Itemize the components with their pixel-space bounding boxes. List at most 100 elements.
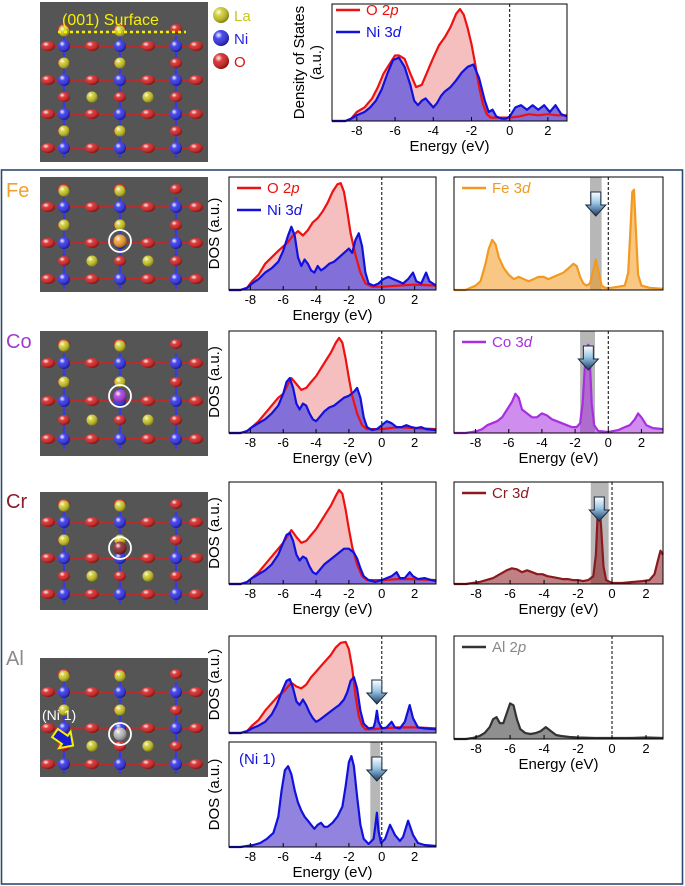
x-tick-label: 0 — [378, 292, 385, 307]
x-tick-label: 0 — [608, 741, 615, 756]
lattice-fe — [41, 184, 203, 289]
arrow-down-icon — [365, 756, 388, 782]
series-overlay-ni3d — [229, 378, 436, 433]
x-tick-label: -6 — [504, 586, 516, 601]
x-tick-label: 0 — [378, 849, 385, 864]
x-axis-label: Energy (eV) — [409, 138, 489, 155]
lattice-al — [41, 669, 203, 774]
series-line-co — [454, 343, 664, 435]
dopant-marker-ring — [108, 536, 132, 560]
structure-panel-cr — [40, 492, 208, 610]
chart-cr-dopant: -8 -6 -4 -2 0 2 Energy (eV) Cr 3d — [453, 481, 664, 618]
y-axis-label: DOS (a.u.) — [206, 649, 223, 721]
legend-label: O 2p — [366, 2, 399, 19]
lattice-cr — [41, 499, 203, 604]
x-tick-label: -2 — [343, 849, 355, 864]
x-tick-label: -6 — [277, 586, 289, 601]
lattice-co — [41, 339, 203, 449]
x-tick-label: 0 — [378, 586, 385, 601]
plot-frame — [453, 481, 664, 585]
x-tick-label: 0 — [378, 435, 385, 450]
ni1-tag: (Ni 1) — [42, 707, 76, 723]
y-axis-label: DOS (a.u.) — [206, 759, 223, 831]
x-tick-label: -8 — [245, 292, 257, 307]
x-tick-label: -6 — [503, 435, 515, 450]
x-tick-label: -4 — [427, 123, 439, 138]
x-tick-label: -8 — [245, 586, 257, 601]
x-axis-label: Energy (eV) — [292, 307, 372, 324]
plot-frame — [453, 176, 664, 291]
x-tick-label: 2 — [411, 849, 418, 864]
chart-co-onsite: -8 -6 -4 -2 0 2 Energy (eV) DOS (a.u.) — [206, 330, 437, 467]
series-line-ni3d — [229, 377, 437, 435]
x-tick-label: -4 — [538, 741, 550, 756]
series-area-cr — [454, 505, 663, 584]
plot-frame — [228, 635, 437, 734]
series-line-ni3d — [229, 755, 437, 849]
chart-al-onsite: DOS (a.u.) — [206, 635, 437, 735]
series-line-ni3d — [229, 676, 437, 735]
structure-panel-co — [40, 331, 208, 456]
x-tick-label: -2 — [343, 435, 355, 450]
x-tick-label: -6 — [389, 123, 401, 138]
series-line-o2p — [229, 488, 437, 586]
highlight-band — [370, 742, 381, 847]
series-line-o2p — [229, 182, 437, 292]
plot-frame — [331, 3, 568, 122]
x-tick-label: -4 — [310, 586, 322, 601]
x-tick-label: -4 — [536, 435, 548, 450]
series-line-o2p — [229, 640, 437, 735]
x-tick-label: 2 — [411, 586, 418, 601]
chart-fe-onsite: -8 -6 -4 -2 0 2 Energy (eV) DOS (a.u.) O 2p Ni 3d — [206, 176, 437, 324]
plot-frame — [228, 330, 437, 434]
legend-label: (Ni 1) — [239, 751, 276, 768]
atom-legend: La Ni O — [213, 7, 251, 71]
x-tick-label: -2 — [343, 292, 355, 307]
chart-top: -8 -6 -4 -2 0 2 Energy (eV) Density of States (a… — [291, 2, 568, 155]
y-axis-label: (a.u.) — [308, 45, 325, 80]
x-tick-label: -4 — [310, 292, 322, 307]
x-tick-label: -6 — [504, 741, 516, 756]
x-tick-label: -6 — [277, 435, 289, 450]
dopant-marker-ring — [108, 229, 132, 253]
series-area-al — [454, 703, 663, 739]
x-tick-label: -2 — [569, 435, 581, 450]
arrow-down-icon — [577, 345, 600, 371]
x-tick-label: 0 — [506, 123, 513, 138]
arrow-down-icon — [365, 679, 388, 705]
x-tick-label: -2 — [572, 586, 584, 601]
top-structure-panel: (001) Surface — [40, 2, 208, 162]
plot-frame — [228, 176, 437, 291]
structure-panel-fe — [40, 177, 208, 292]
legend-ni: Ni — [213, 30, 248, 48]
legend-o: O — [213, 53, 246, 71]
x-tick-label: 2 — [544, 123, 551, 138]
ni1-pointer-arrow-icon — [50, 727, 75, 750]
legend-ni-label: Ni — [234, 31, 248, 48]
legend-label: Co 3d — [492, 334, 533, 351]
x-tick-label: 2 — [638, 435, 645, 450]
plot-frame — [453, 330, 664, 434]
legend-label: O 2p — [267, 180, 300, 197]
x-tick-label: -4 — [310, 849, 322, 864]
x-tick-label: -2 — [572, 741, 584, 756]
series-line-fe — [454, 188, 664, 292]
series-area-ni3d — [229, 756, 436, 847]
x-tick-label: 2 — [642, 586, 649, 601]
y-axis-label: Density of States — [291, 6, 308, 119]
dopant-label-al: Al — [6, 648, 24, 670]
x-axis-label: Energy (eV) — [518, 756, 598, 773]
x-tick-label: 0 — [608, 586, 615, 601]
arrow-down-icon — [584, 191, 607, 217]
x-tick-label: -6 — [277, 292, 289, 307]
chart-fe-dopant: Fe 3d — [453, 176, 664, 292]
legend-label: Cr 3d — [492, 485, 529, 502]
chart-al-dopant: -8 -6 -4 -2 0 2 Energy (eV) Al 2p — [453, 635, 664, 773]
y-axis-label: DOS (a.u.) — [206, 198, 223, 270]
plot-frame — [228, 481, 437, 585]
legend-label: Ni 3d — [366, 24, 402, 41]
x-axis-label: Energy (eV) — [518, 601, 598, 618]
plot-frame — [228, 741, 437, 848]
x-tick-label: 2 — [411, 435, 418, 450]
x-tick-label: -8 — [351, 123, 363, 138]
